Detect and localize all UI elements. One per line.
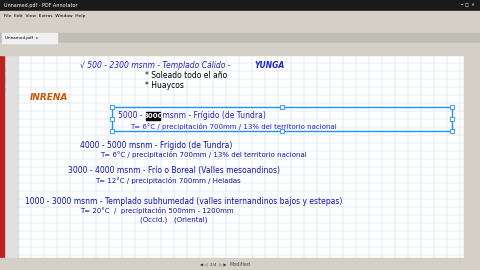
Bar [450,105,454,109]
Bar [0,0,480,11]
Bar [18,55,464,258]
Text: ◀: ◀ [2,88,5,92]
Text: INRENA: INRENA [30,93,68,103]
Bar [0,55,4,258]
Bar [2,33,57,43]
Text: √ 500 - 2300 msnm - Templado Cálido -: √ 500 - 2300 msnm - Templado Cálido - [80,60,233,69]
Text: * Soleado todo el año: * Soleado todo el año [145,72,227,80]
Bar [0,11,480,20]
Text: 3000: 3000 [143,113,163,119]
Text: Modified: Modified [229,262,251,266]
Text: T= 12°C / precipitación 700mm / Heladas: T= 12°C / precipitación 700mm / Heladas [95,177,241,184]
Text: ◀: ◀ [2,78,5,82]
Bar [110,129,114,133]
Bar [0,258,480,270]
Bar [280,129,284,133]
Text: 3000 - 4000 msnm - Frío o Boreal (Valles mesoandinos): 3000 - 4000 msnm - Frío o Boreal (Valles… [68,167,280,176]
Bar [280,105,284,109]
Text: T= 6°C / precipitación 700mm / 13% del territorio nacional: T= 6°C / precipitación 700mm / 13% del t… [130,123,337,130]
Bar [0,20,480,33]
Bar [0,55,18,258]
Bar [0,43,480,55]
Text: * Huaycos: * Huaycos [145,80,184,89]
Bar [0,33,480,43]
Bar [450,117,454,121]
Text: ─  □  ✕: ─ □ ✕ [460,4,475,8]
Text: T= 6°C / precipitación 700mm / 13% del territorio nacional: T= 6°C / precipitación 700mm / 13% del t… [100,151,307,158]
Bar [110,105,114,109]
Text: T= 20°C  /  precipitación 500mm - 1200mm: T= 20°C / precipitación 500mm - 1200mm [80,208,234,214]
Bar [146,112,160,120]
Text: ◀: ◀ [2,68,5,72]
Text: ◀ ◁  2/4  ▷ ▶: ◀ ◁ 2/4 ▷ ▶ [200,262,227,266]
Text: msnm - Frígido (de Tundra): msnm - Frígido (de Tundra) [160,112,266,120]
Text: (Occid.)   (Oriental): (Occid.) (Oriental) [140,217,207,223]
Text: 4000 - 5000 msnm - Frígido (de Tundra): 4000 - 5000 msnm - Frígido (de Tundra) [80,140,232,150]
Text: 5000 -: 5000 - [118,112,145,120]
Text: Unnamed.pdf  x: Unnamed.pdf x [5,36,38,40]
Text: YUNGA: YUNGA [255,60,285,69]
Text: Unnamed.pdf - PDF Annotator: Unnamed.pdf - PDF Annotator [4,3,78,8]
Text: File  Edit  View  Extras  Window  Help: File Edit View Extras Window Help [4,14,85,18]
Text: 1000 - 3000 msnm - Templado subhumedad (valles internandinos bajos y estepas): 1000 - 3000 msnm - Templado subhumedad (… [25,197,342,205]
Bar [112,107,452,131]
Bar [464,55,480,258]
Bar [110,117,114,121]
Bar [450,129,454,133]
